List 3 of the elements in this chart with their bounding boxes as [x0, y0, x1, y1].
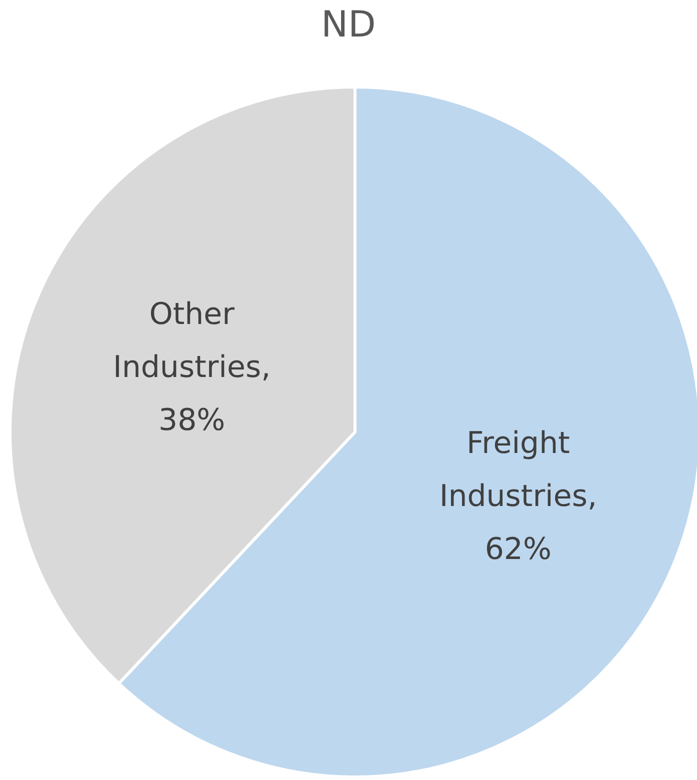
slice-label: Other Industries, 38%: [113, 296, 271, 438]
slice-label: Freight Industries, 62%: [439, 426, 597, 568]
chart-title: ND: [321, 4, 376, 46]
